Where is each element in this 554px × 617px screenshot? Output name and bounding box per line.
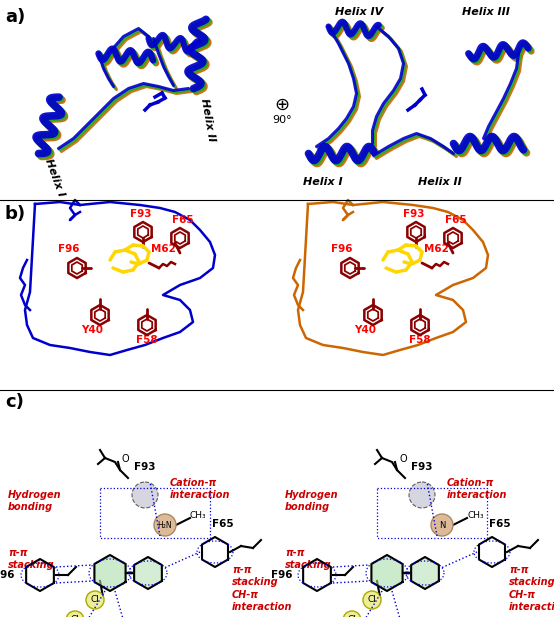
Polygon shape	[411, 557, 439, 589]
Text: O: O	[399, 454, 407, 464]
Text: F65: F65	[445, 215, 467, 225]
Text: Helix II: Helix II	[418, 177, 462, 187]
Circle shape	[154, 514, 176, 536]
Text: Helix I: Helix I	[44, 158, 66, 198]
Polygon shape	[94, 555, 126, 591]
Text: O: O	[122, 454, 130, 464]
Text: Helix II: Helix II	[199, 97, 217, 143]
Circle shape	[86, 591, 104, 609]
Text: F93: F93	[130, 209, 152, 219]
Text: F65: F65	[489, 519, 511, 529]
Text: a): a)	[5, 8, 25, 26]
Text: N: N	[439, 521, 445, 529]
Text: π-π
stacking: π-π stacking	[8, 548, 55, 569]
Text: CH₃: CH₃	[467, 510, 484, 520]
Text: F96: F96	[270, 570, 292, 580]
Text: Cation-π
interaction: Cation-π interaction	[447, 478, 507, 500]
Text: Helix III: Helix III	[462, 7, 510, 17]
Text: F58: F58	[136, 335, 158, 345]
Text: Cl: Cl	[367, 595, 376, 605]
Polygon shape	[371, 555, 403, 591]
Text: M62: M62	[424, 244, 448, 254]
Text: ⊕: ⊕	[274, 96, 290, 114]
Circle shape	[409, 482, 435, 508]
Text: b): b)	[5, 205, 26, 223]
Text: π-π
stacking: π-π stacking	[285, 548, 332, 569]
Text: Y40: Y40	[354, 325, 376, 335]
Text: F65: F65	[172, 215, 194, 225]
Circle shape	[132, 482, 158, 508]
Text: CH-π
interaction: CH-π interaction	[509, 590, 554, 611]
Text: CH₃: CH₃	[190, 510, 207, 520]
Text: Cl: Cl	[90, 595, 99, 605]
Text: Hydrogen
bonding: Hydrogen bonding	[285, 490, 338, 511]
Text: M62: M62	[151, 244, 176, 254]
Text: F96: F96	[331, 244, 353, 254]
Polygon shape	[134, 557, 162, 589]
Text: Y40: Y40	[81, 325, 103, 335]
Text: 90°: 90°	[272, 115, 292, 125]
Text: F65: F65	[212, 519, 234, 529]
Text: Cl: Cl	[347, 616, 356, 617]
Text: Helix IV: Helix IV	[335, 7, 383, 17]
Text: Helix I: Helix I	[303, 177, 342, 187]
Text: Hydrogen
bonding: Hydrogen bonding	[8, 490, 61, 511]
Text: π-π
stacking: π-π stacking	[232, 565, 279, 587]
Circle shape	[66, 611, 84, 617]
Text: F93: F93	[411, 462, 433, 472]
Circle shape	[431, 514, 453, 536]
Text: c): c)	[5, 393, 24, 411]
Text: H₂N: H₂N	[158, 521, 172, 529]
Text: F93: F93	[403, 209, 425, 219]
Text: F58: F58	[409, 335, 431, 345]
Text: Cl: Cl	[70, 616, 79, 617]
Text: F96: F96	[0, 570, 15, 580]
Circle shape	[343, 611, 361, 617]
Circle shape	[363, 591, 381, 609]
Text: CH-π
interaction: CH-π interaction	[232, 590, 293, 611]
Text: Cation-π
interaction: Cation-π interaction	[170, 478, 230, 500]
Text: π-π
stacking: π-π stacking	[509, 565, 554, 587]
Text: F93: F93	[134, 462, 156, 472]
Text: F96: F96	[58, 244, 80, 254]
